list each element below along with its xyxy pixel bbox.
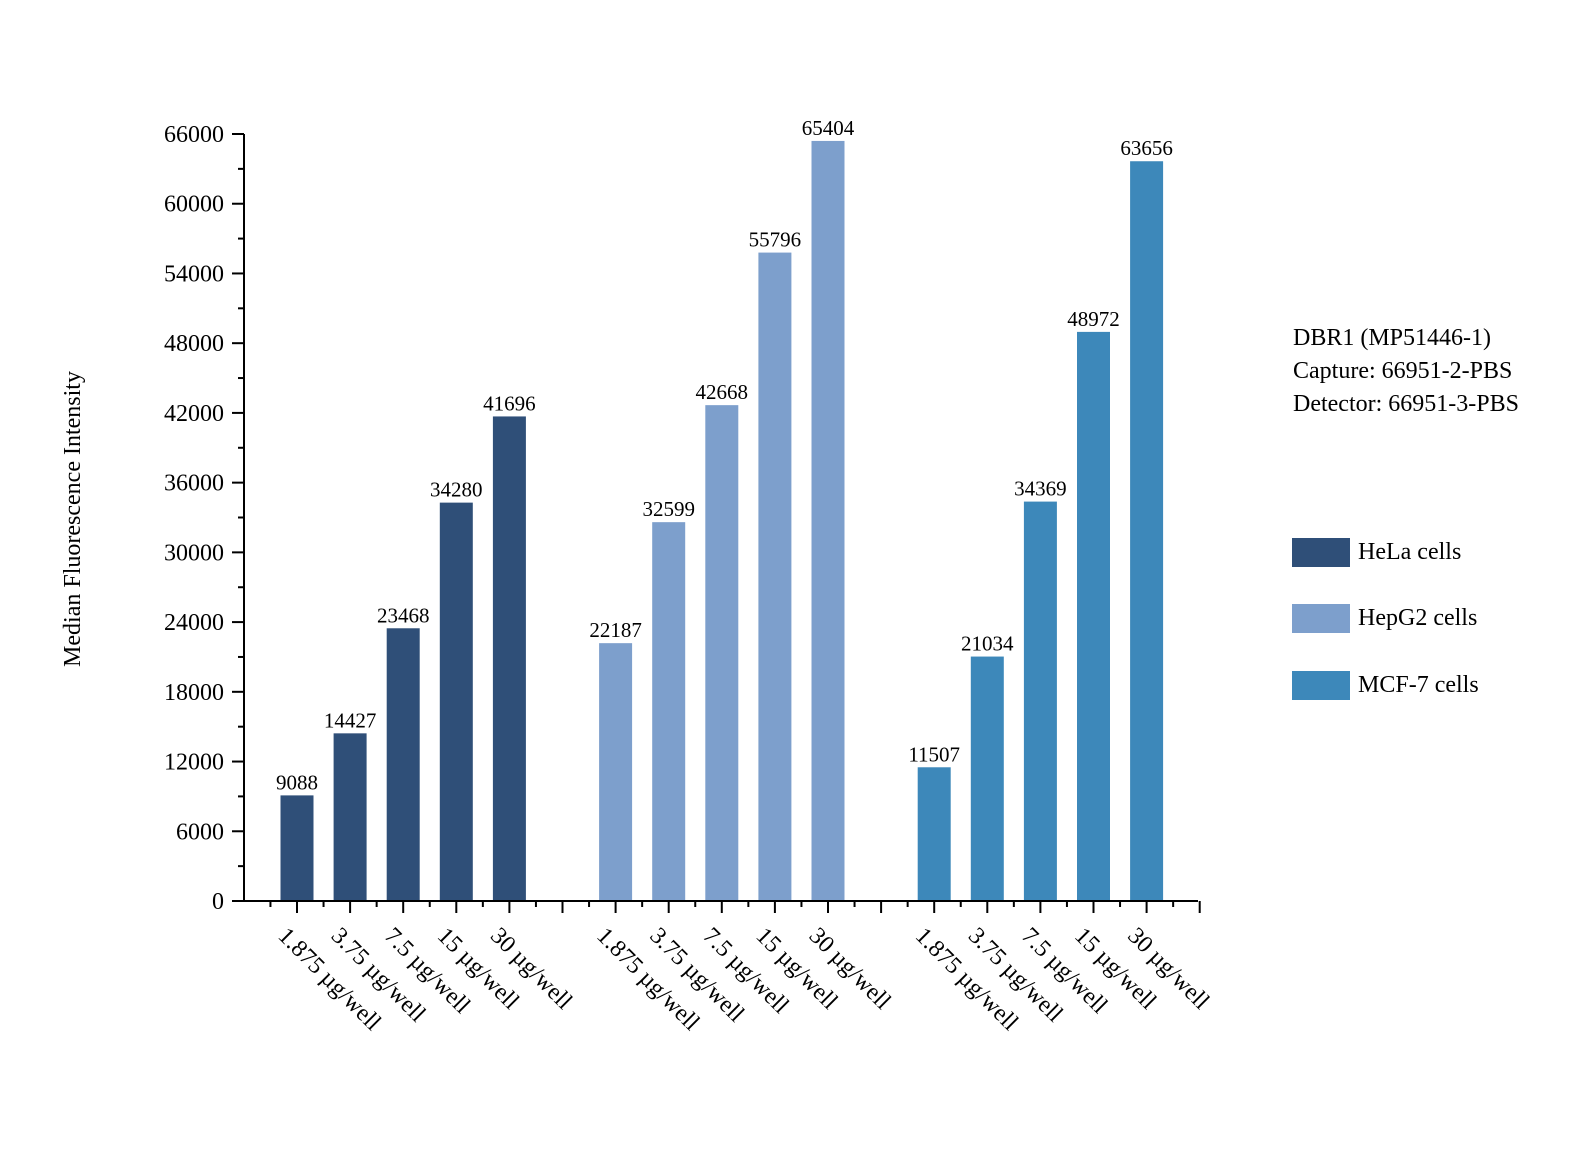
data-label: 22187 [589, 618, 642, 642]
y-axis-title: Median Fluorescence Intensity [60, 371, 86, 667]
data-label: 21034 [961, 632, 1014, 656]
bar [705, 405, 739, 901]
y-tick-label: 36000 [164, 471, 224, 497]
bar [333, 733, 367, 901]
data-label: 11507 [908, 742, 960, 766]
y-tick-label: 54000 [164, 261, 224, 287]
y-axis-ticks: 0 6000 12000 18000 24000 30000 36000 42000 48000… [164, 122, 244, 915]
bar [599, 643, 633, 901]
y-tick-label: 6000 [176, 819, 224, 845]
annotation-line-capture: Capture: 66951-2-PBS [1293, 358, 1513, 384]
data-label: 23468 [377, 603, 430, 627]
y-tick-label: 66000 [164, 122, 224, 148]
data-label: 42668 [696, 380, 749, 404]
data-label: 41696 [483, 391, 536, 415]
bar [386, 628, 420, 901]
y-tick-label: 48000 [164, 331, 224, 357]
y-tick-label: 30000 [164, 540, 224, 566]
bars [280, 140, 1164, 902]
data-label: 65404 [802, 116, 855, 140]
bar [492, 416, 526, 901]
data-label: 14427 [324, 708, 377, 732]
data-label: 48972 [1067, 307, 1120, 331]
data-label: 63656 [1120, 136, 1173, 160]
data-labels: 9088 14427 23468 34280 41696 22187 32599 42668 5… [276, 116, 1173, 794]
bar [1023, 501, 1057, 901]
y-axis-title-group: Median Fluorescence Intensity [60, 371, 86, 667]
bar [917, 767, 951, 901]
y-tick-label: 0 [212, 889, 224, 915]
legend-label-mcf7: MCF-7 cells [1358, 672, 1479, 698]
annotation-line-antibody: DBR1 (MP51446-1) [1293, 325, 1492, 351]
bar [970, 656, 1004, 901]
legend-swatch-hepg2 [1292, 604, 1350, 633]
y-tick-label: 42000 [164, 401, 224, 427]
data-label: 9088 [276, 770, 318, 794]
data-label: 34369 [1014, 477, 1067, 501]
legend-swatch-mcf7 [1292, 671, 1350, 700]
bar [811, 140, 845, 901]
legend-label-hepg2: HepG2 cells [1358, 605, 1478, 631]
legend-label-hela: HeLa cells [1358, 539, 1462, 565]
bar [1130, 161, 1164, 902]
y-tick-label: 18000 [164, 680, 224, 706]
x-axis-ticks [269, 901, 1201, 913]
bar [1077, 331, 1110, 901]
data-label: 34280 [430, 478, 483, 502]
y-tick-label: 60000 [164, 192, 224, 218]
data-label: 32599 [642, 497, 695, 521]
y-tick-label: 12000 [164, 750, 224, 776]
y-tick-label: 24000 [164, 610, 224, 636]
bar [280, 795, 314, 901]
annotation-line-detector: Detector: 66951-3-PBS [1293, 391, 1519, 417]
bar [652, 522, 686, 901]
data-label: 55796 [749, 228, 802, 252]
chart-annotation: DBR1 (MP51446-1) Capture: 66951-2-PBS De… [1293, 322, 1519, 421]
legend-swatch-hela [1292, 538, 1350, 567]
bar [758, 252, 792, 901]
bar [439, 502, 473, 901]
